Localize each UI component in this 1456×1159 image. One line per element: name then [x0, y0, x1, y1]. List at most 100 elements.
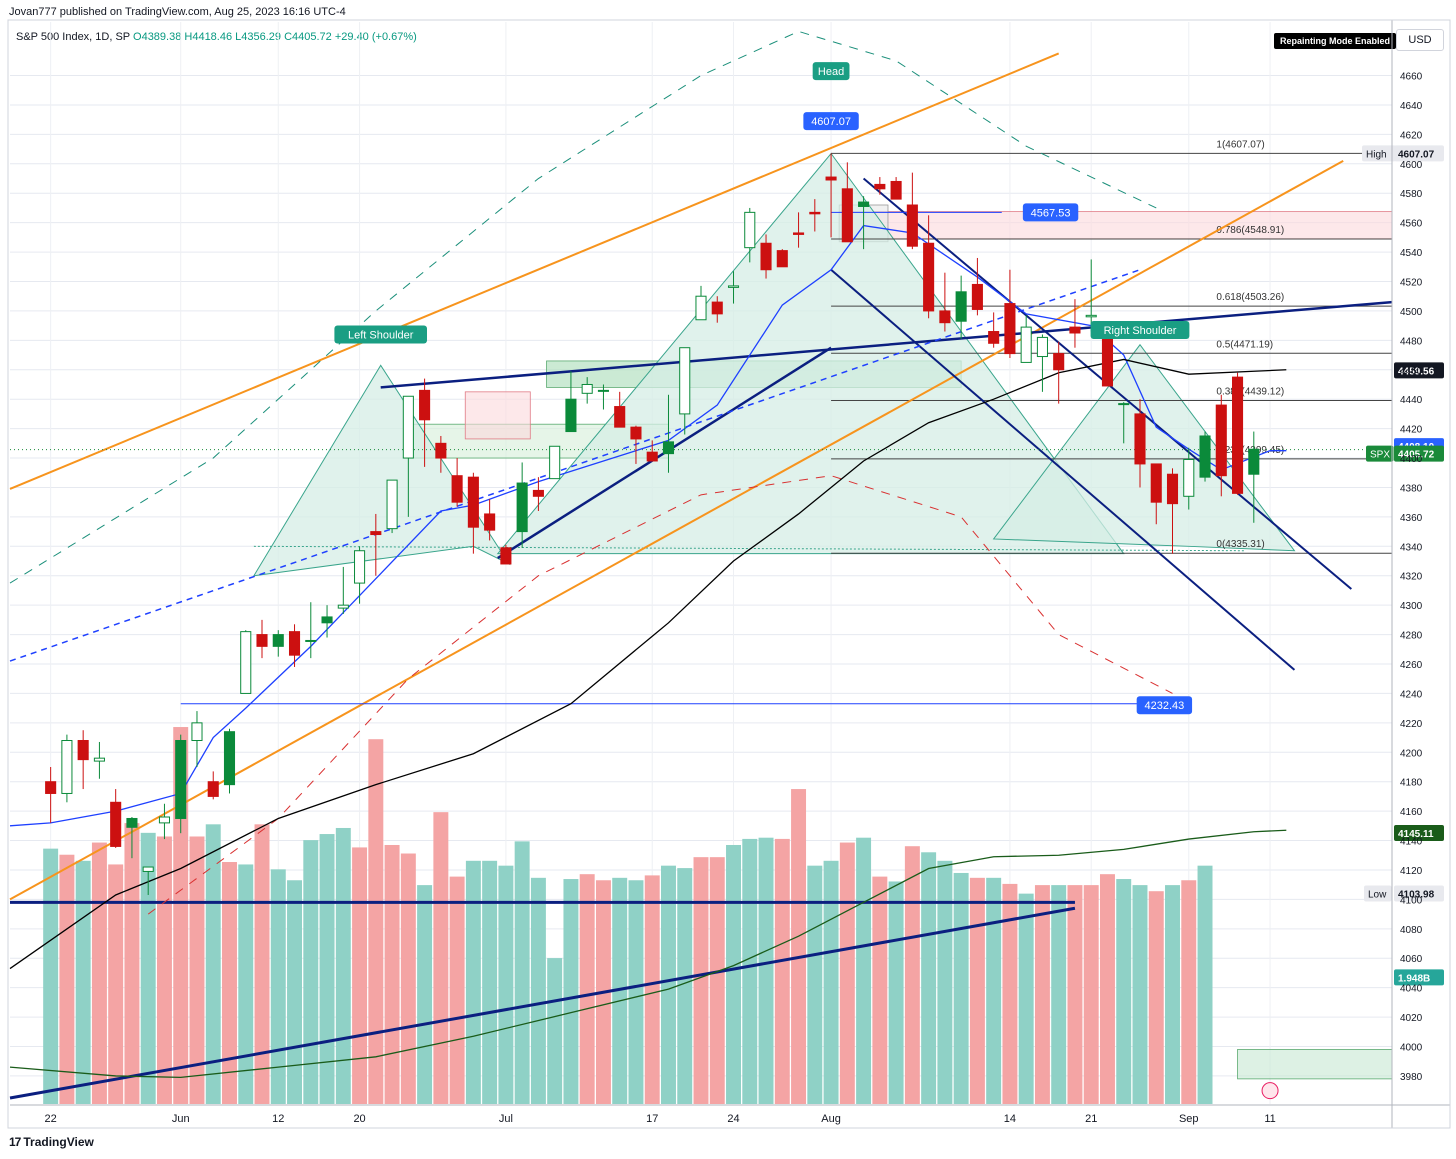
teal-arc [9, 30, 1157, 584]
volume-bar [921, 852, 937, 1104]
volume-bar [612, 877, 628, 1104]
volume-bar [1148, 891, 1164, 1104]
level-4567-label-box [1022, 203, 1079, 222]
y-tick-label: 4480 [1400, 336, 1423, 347]
moving-average-line [9, 224, 1287, 827]
x-tick-label: 17 [646, 1113, 658, 1125]
symbol-name[interactable]: S&P 500 Index, 1D, SP [16, 31, 130, 43]
volume-bar [400, 853, 416, 1104]
candle-body [484, 513, 496, 531]
candle-body [321, 616, 333, 624]
x-tick-label: 22 [45, 1113, 57, 1125]
high-value-tag-box [1394, 145, 1444, 162]
y-tick-label: 4220 [1400, 719, 1423, 730]
right-shoulder-label: Right Shoulder [1104, 325, 1177, 337]
y-tick-label: 4020 [1400, 1013, 1423, 1024]
volume-bar [59, 854, 75, 1104]
candle-body [971, 283, 983, 310]
y-tick-label: 4620 [1400, 130, 1423, 141]
volume-bar [433, 812, 449, 1104]
volume-bar [287, 880, 303, 1104]
currency-button[interactable]: USD [1396, 29, 1444, 51]
volume-bar [352, 847, 368, 1104]
volume-bar [1099, 874, 1115, 1104]
x-tick-label: 12 [272, 1113, 284, 1125]
low-value-tag-box [1394, 885, 1444, 902]
candle-body [662, 441, 675, 455]
head-label: Head [818, 66, 844, 78]
candle-body [1085, 314, 1097, 318]
y-tick-label: 4520 [1400, 278, 1423, 289]
candle-body [841, 188, 853, 243]
volume-bar [563, 879, 579, 1104]
x-tick-label: Jun [172, 1113, 190, 1125]
volume-bar [677, 868, 693, 1104]
fib-label: 0(4335.31) [1216, 539, 1264, 550]
candle-body [1248, 448, 1260, 475]
y-tick-label: 4280 [1400, 631, 1423, 642]
candle-body [549, 445, 561, 480]
candle-body [256, 634, 268, 647]
candle-body [516, 482, 528, 533]
volume-bar [173, 727, 189, 1104]
y-tick-label: 4660 [1400, 72, 1423, 83]
candle-body [500, 547, 512, 565]
x-tick-label: 11 [1264, 1113, 1275, 1125]
level-4567-label: 4567.53 [1031, 207, 1071, 219]
y-tick-label: 4640 [1400, 101, 1423, 112]
volume-bar [1083, 885, 1099, 1104]
high-tag: High [1366, 149, 1387, 160]
candle-body [565, 398, 577, 433]
ohlc-values: O4389.38 H4418.46 L4356.29 C4405.72 +29.… [133, 31, 417, 43]
y-tick-label: 4400 [1400, 454, 1423, 465]
volume-bar [547, 958, 563, 1104]
level-4232-label: 4232.43 [1144, 700, 1184, 712]
y-tick-label: 4580 [1400, 189, 1423, 200]
candle-body [386, 479, 398, 530]
y-tick-label: 4380 [1400, 483, 1423, 494]
y-tick-label: 4600 [1400, 160, 1423, 171]
candle-body [955, 291, 967, 322]
tradingview-logo-text: TradingView [23, 1135, 94, 1149]
candle-body [1036, 336, 1048, 358]
candle-body [370, 531, 382, 536]
candle-body [305, 639, 317, 642]
candle-body [597, 389, 609, 392]
candle-body [126, 817, 138, 828]
fib-label: 0.382(4439.12) [1216, 386, 1284, 397]
resistance-zone [838, 211, 1393, 240]
dashed-trend-blue [9, 269, 1141, 662]
x-tick-label: 21 [1085, 1113, 1097, 1125]
candle-body [1053, 353, 1065, 371]
candle-body [744, 211, 756, 249]
volume-bar [335, 827, 351, 1104]
volume-zone [1237, 1049, 1393, 1080]
volume-bar [742, 838, 758, 1104]
candle-body [191, 722, 203, 742]
y-tick-label: 4360 [1400, 513, 1423, 524]
y-tick-label: 4120 [1400, 866, 1423, 877]
candle-body [1166, 473, 1179, 505]
y-tick-label: 4420 [1400, 425, 1423, 436]
volume-bar [791, 789, 807, 1104]
high-tag-box [1362, 145, 1396, 162]
y-tick-label: 4200 [1400, 748, 1423, 759]
candle-body [614, 406, 626, 428]
volume-bar [1018, 893, 1034, 1104]
volume-bar [205, 824, 221, 1104]
candle-body [1069, 326, 1081, 334]
y-tick-label: 4320 [1400, 572, 1423, 583]
volume-bar [1067, 885, 1083, 1104]
y-tick-label: 3980 [1400, 1072, 1423, 1083]
candle-body [158, 816, 170, 824]
low-tag: Low [1368, 890, 1387, 901]
volume-bar [108, 864, 124, 1104]
left-shoulder-label: Left Shoulder [348, 329, 414, 341]
head-price-label: 4607.07 [811, 116, 851, 128]
candle-body [1232, 376, 1244, 494]
fib-label: 0.786(4548.91) [1216, 225, 1284, 236]
volume-bar [969, 877, 985, 1104]
spx-value-tag: 4405.72 [1398, 450, 1435, 461]
candle-body [451, 475, 463, 503]
